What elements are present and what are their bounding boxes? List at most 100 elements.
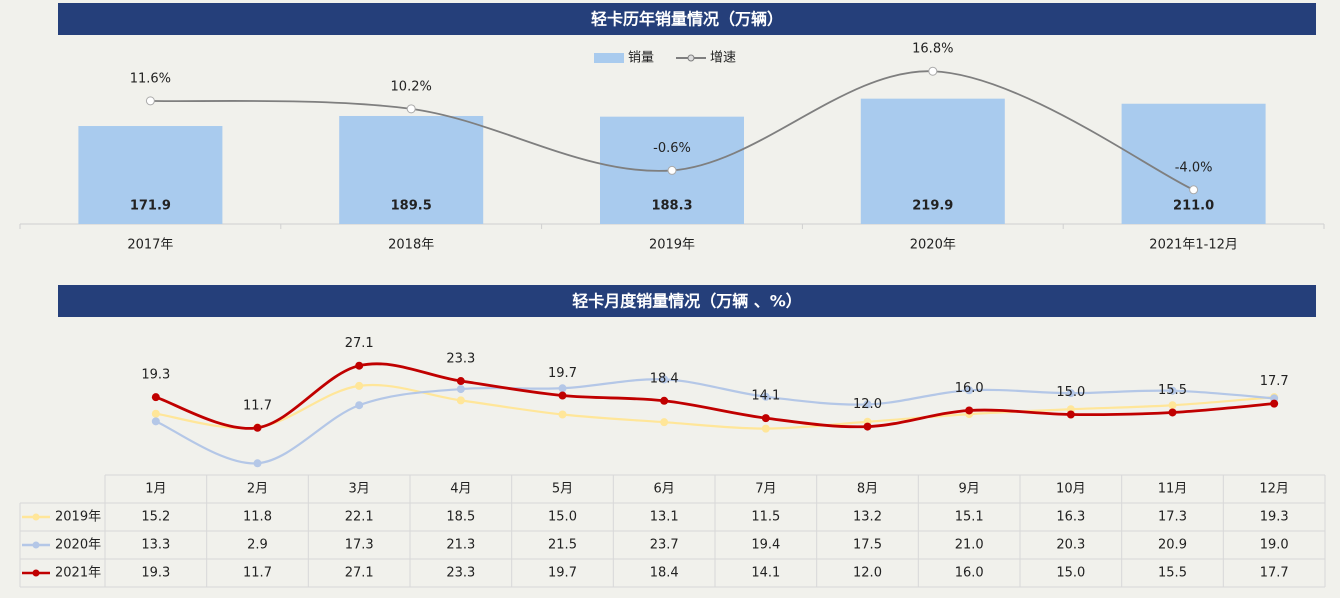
point bbox=[928, 66, 938, 76]
x-tick-label: 2017年 bbox=[127, 238, 173, 253]
point bbox=[558, 391, 567, 400]
point bbox=[456, 377, 465, 386]
table-cell: 21.0 bbox=[955, 538, 984, 553]
data-label: 12.0 bbox=[853, 397, 882, 412]
table-header: 12月 bbox=[1259, 482, 1289, 497]
point bbox=[558, 384, 567, 393]
table-cell: 15.2 bbox=[141, 510, 170, 525]
data-label: 15.0 bbox=[1056, 385, 1085, 400]
legend-swatch bbox=[32, 569, 40, 577]
title-bar bbox=[58, 3, 1316, 35]
point bbox=[355, 401, 364, 410]
table-cell: 20.9 bbox=[1158, 538, 1187, 553]
table-header: 1月 bbox=[145, 482, 166, 497]
data-label: 18.4 bbox=[650, 371, 679, 386]
point bbox=[355, 361, 364, 370]
table-cell: 19.7 bbox=[548, 566, 577, 581]
table-header: 11月 bbox=[1158, 482, 1188, 497]
table-cell: 2.9 bbox=[247, 538, 268, 553]
legend-label: 2021年 bbox=[55, 566, 101, 581]
x-tick-label: 2021年1-12月 bbox=[1149, 238, 1238, 253]
point bbox=[965, 406, 974, 415]
legend-label: 销量 bbox=[628, 51, 654, 66]
point bbox=[660, 375, 669, 384]
legend-label: 2019年 bbox=[55, 510, 101, 525]
table-cell: 13.3 bbox=[141, 538, 170, 553]
table-cell: 18.4 bbox=[650, 566, 679, 581]
chart-title: 轻卡历年销量情况（万辆） bbox=[591, 10, 783, 29]
point bbox=[761, 424, 770, 433]
point bbox=[863, 422, 872, 431]
table-cell: 19.3 bbox=[1260, 510, 1289, 525]
point bbox=[145, 96, 155, 106]
point bbox=[1066, 410, 1075, 419]
table-cell: 21.5 bbox=[548, 538, 577, 553]
point bbox=[1066, 389, 1075, 398]
table-cell: 18.5 bbox=[446, 510, 475, 525]
point bbox=[253, 459, 262, 468]
point bbox=[355, 381, 364, 390]
table-cell: 17.3 bbox=[1158, 510, 1187, 525]
x-tick-label: 2018年 bbox=[388, 238, 434, 253]
point bbox=[151, 409, 160, 418]
data-label: 23.3 bbox=[446, 352, 475, 367]
table-header: 10月 bbox=[1056, 482, 1086, 497]
legend-label: 2020年 bbox=[55, 538, 101, 553]
bar bbox=[78, 126, 223, 224]
point bbox=[151, 393, 160, 402]
table-cell: 15.0 bbox=[1056, 566, 1085, 581]
data-label: -0.6% bbox=[653, 141, 691, 156]
point bbox=[863, 400, 872, 409]
table-cell: 17.7 bbox=[1260, 566, 1289, 581]
table-cell: 12.0 bbox=[853, 566, 882, 581]
data-label: 16.8% bbox=[912, 42, 953, 57]
table-cell: 19.3 bbox=[141, 566, 170, 581]
legend-swatch bbox=[32, 541, 40, 549]
table-cell: 22.1 bbox=[345, 510, 374, 525]
point bbox=[456, 396, 465, 405]
data-label: 15.5 bbox=[1158, 383, 1187, 398]
point bbox=[151, 417, 160, 426]
table-cell: 16.0 bbox=[955, 566, 984, 581]
point bbox=[667, 165, 677, 175]
bar-label: 171.9 bbox=[130, 199, 171, 214]
table-cell: 19.4 bbox=[751, 538, 780, 553]
point bbox=[660, 396, 669, 405]
table-header: 5月 bbox=[552, 482, 573, 497]
table-cell: 16.3 bbox=[1056, 510, 1085, 525]
point bbox=[761, 414, 770, 423]
bar bbox=[860, 98, 1005, 224]
legend-swatch bbox=[594, 53, 624, 63]
table-cell: 15.0 bbox=[548, 510, 577, 525]
point bbox=[1189, 185, 1199, 195]
table-cell: 27.1 bbox=[345, 566, 374, 581]
point bbox=[1168, 408, 1177, 417]
table-cell: 20.3 bbox=[1056, 538, 1085, 553]
table-cell: 15.5 bbox=[1158, 566, 1187, 581]
table-cell: 19.0 bbox=[1260, 538, 1289, 553]
table-header: 8月 bbox=[857, 482, 878, 497]
x-tick-label: 2019年 bbox=[649, 238, 695, 253]
data-label: 11.7 bbox=[243, 398, 272, 413]
data-label: 10.2% bbox=[391, 79, 432, 94]
bar-label: 189.5 bbox=[391, 199, 432, 214]
table-header: 2月 bbox=[247, 482, 268, 497]
bar-label: 219.9 bbox=[912, 199, 953, 214]
point bbox=[965, 386, 974, 395]
bar bbox=[1121, 103, 1266, 224]
table-cell: 11.5 bbox=[751, 510, 780, 525]
point bbox=[558, 410, 567, 419]
point bbox=[456, 385, 465, 394]
point bbox=[253, 423, 262, 432]
title-bar bbox=[58, 285, 1316, 317]
point bbox=[1168, 401, 1177, 410]
table-cell: 23.3 bbox=[446, 566, 475, 581]
bar-label: 188.3 bbox=[651, 199, 692, 214]
data-label: 11.6% bbox=[130, 71, 171, 86]
data-label: -4.0% bbox=[1175, 160, 1213, 175]
point bbox=[660, 418, 669, 427]
line bbox=[155, 383, 1275, 430]
legend-swatch bbox=[687, 54, 695, 62]
table-cell: 14.1 bbox=[751, 566, 780, 581]
